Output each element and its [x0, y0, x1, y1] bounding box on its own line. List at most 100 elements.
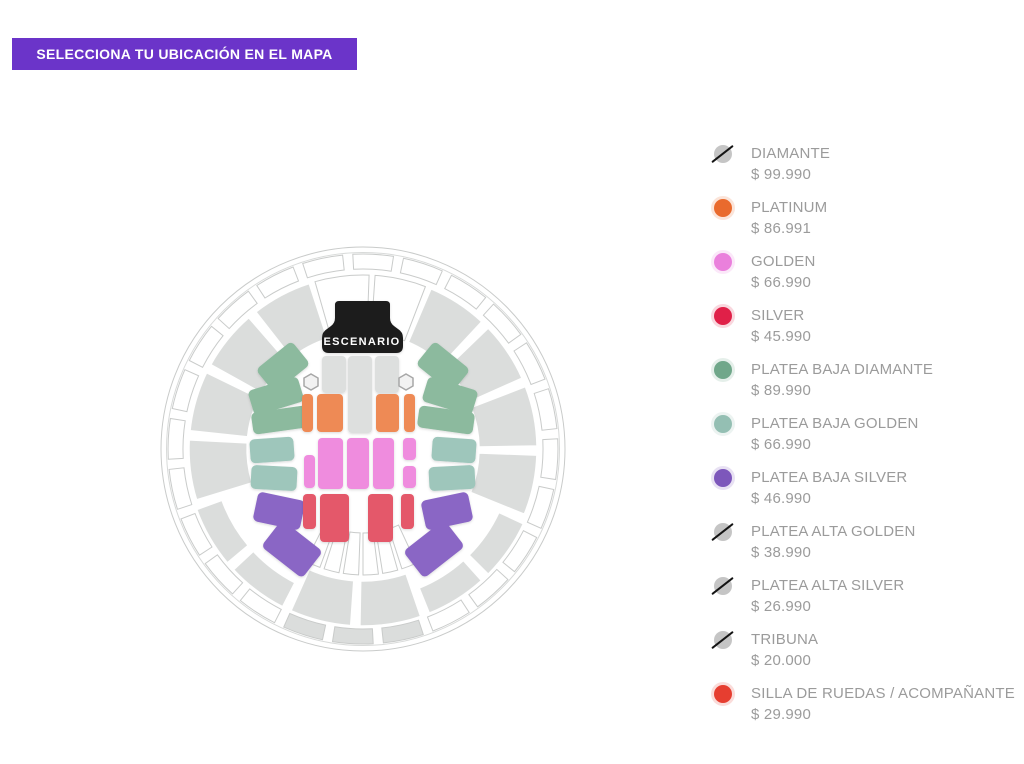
golden-2[interactable]	[318, 438, 343, 489]
tribuna-block	[167, 417, 186, 460]
tribuna-block	[188, 325, 224, 368]
platea-baja-silver-right-2[interactable]	[403, 520, 465, 579]
legend-label: PLATINUM	[751, 199, 828, 216]
platea-alta-block	[469, 452, 538, 515]
floor-sections	[302, 356, 416, 542]
platinum-1[interactable]	[302, 394, 313, 432]
platea-baja-diamante-left-3[interactable]	[251, 405, 310, 435]
tribuna-block	[283, 612, 327, 641]
legend-price: $ 29.990	[751, 706, 811, 723]
platinum-3[interactable]	[376, 394, 399, 432]
tribuna-block	[302, 254, 345, 279]
legend-item-platinum: PLATINUM $ 86.991	[714, 197, 1016, 239]
tribuna-block	[513, 342, 546, 386]
tribuna-block	[399, 257, 443, 286]
platea-alta-block	[188, 439, 253, 501]
tribuna-block	[426, 599, 470, 632]
platea-alta-block	[232, 550, 296, 608]
platea-baja-diamante-right-3[interactable]	[417, 405, 476, 435]
legend-price: $ 20.000	[751, 652, 811, 669]
legend-label: SILLA DE RUEDAS / ACOMPAÑANTE	[751, 685, 1015, 702]
platinum-2[interactable]	[317, 394, 343, 432]
tribuna-block	[381, 619, 424, 644]
legend-label: PLATEA BAJA DIAMANTE	[751, 361, 934, 378]
category-dot-icon	[714, 199, 732, 217]
platea-baja-diamante-left-2[interactable]	[247, 376, 304, 416]
legend-item-platea-baja-silver: PLATEA BAJA SILVER $ 46.990	[714, 467, 1016, 509]
platinum-4[interactable]	[404, 394, 415, 432]
silver-3[interactable]	[368, 494, 393, 542]
platea-baja-sections	[247, 341, 478, 579]
tribuna-block	[217, 290, 258, 330]
legend-label: DIAMANTE	[751, 145, 831, 162]
tower-hexagon-icon	[303, 373, 319, 391]
golden-1[interactable]	[304, 455, 315, 488]
tribuna-block	[526, 485, 555, 529]
silver-4[interactable]	[401, 494, 414, 529]
platea-baja-diamante-right-1[interactable]	[416, 341, 471, 393]
platea-baja-silver-right-1[interactable]	[420, 491, 473, 530]
platea-baja-diamante-right-2[interactable]	[421, 376, 478, 416]
golden-6[interactable]	[403, 466, 416, 488]
legend-label: PLATEA ALTA SILVER	[751, 577, 905, 594]
floor-diamante-sold-1	[322, 356, 346, 393]
legend-label: PLATEA ALTA GOLDEN	[751, 523, 916, 540]
tribuna-block	[444, 274, 487, 310]
legend-item-silla-de-ruedas: SILLA DE RUEDAS / ACOMPAÑANTE $ 29.990	[714, 683, 1016, 725]
floor-diamante-sold-2	[348, 356, 372, 433]
platea-baja-golden-left-2[interactable]	[250, 465, 298, 491]
legend-label: TRIBUNA	[751, 631, 819, 648]
sold-out-dot-icon	[714, 577, 732, 595]
silver-2[interactable]	[320, 494, 349, 542]
platea-alta-block	[195, 499, 249, 564]
platea-baja-golden-right-2[interactable]	[428, 465, 476, 491]
legend-item-platea-alta-golden: PLATEA ALTA GOLDEN $ 38.990	[714, 521, 1016, 563]
legend-item-golden: GOLDEN $ 66.990	[714, 251, 1016, 293]
tribuna-block	[204, 554, 244, 595]
legend-price: $ 66.990	[751, 436, 811, 453]
platea-alta-ring	[188, 282, 538, 627]
platea-baja-silver-left-2[interactable]	[261, 520, 323, 579]
tower-hexagon-icon	[398, 373, 414, 391]
sold-out-dot-icon	[714, 631, 732, 649]
tribuna-block	[256, 266, 300, 299]
stage-label: ESCENARIO	[323, 336, 400, 348]
golden-3[interactable]	[347, 438, 369, 489]
legend-price: $ 89.990	[751, 382, 811, 399]
legend: DIAMANTE $ 99.990 PLATINUM $ 86.991 GOLDEN $ …	[714, 143, 1016, 737]
platea-baja-golden-right-1[interactable]	[431, 436, 477, 464]
sold-out-dot-icon	[714, 523, 732, 541]
platea-alta-block	[255, 282, 328, 359]
legend-item-silver: SILVER $ 45.990	[714, 305, 1016, 347]
page-title-banner: SELECCIONA TU UBICACIÓN EN EL MAPA	[12, 38, 357, 70]
platea-alta-block	[468, 511, 525, 575]
tribuna-block	[352, 253, 395, 272]
tribuna-block	[239, 588, 282, 624]
floor-diamante-sold-3	[375, 356, 399, 393]
legend-price: $ 46.990	[751, 490, 811, 507]
category-dot-icon	[714, 415, 732, 433]
platea-baja-silver-left-1[interactable]	[252, 491, 305, 530]
arena-outer-rings	[160, 246, 566, 652]
platea-alta-block	[359, 573, 422, 627]
platea-baja-diamante-left-1[interactable]	[256, 341, 311, 393]
tribuna-block	[168, 467, 193, 510]
floor-towers	[303, 373, 414, 391]
tribuna-block	[533, 388, 558, 431]
platea-baja-golden-left-1[interactable]	[249, 436, 295, 464]
silver-1[interactable]	[303, 494, 316, 529]
golden-5[interactable]	[403, 438, 416, 460]
legend-item-diamante: DIAMANTE $ 99.990	[714, 143, 1016, 185]
legend-price: $ 86.991	[751, 220, 811, 237]
category-dot-icon	[714, 253, 732, 271]
outlined-block	[342, 531, 361, 576]
legend-item-tribuna: TRIBUNA $ 20.000	[714, 629, 1016, 671]
golden-4[interactable]	[373, 438, 394, 489]
category-dot-icon	[714, 307, 732, 325]
category-dot-icon	[714, 469, 732, 487]
tribuna-block	[171, 369, 200, 413]
arena-outer-circle	[160, 246, 566, 652]
legend-price: $ 38.990	[751, 544, 811, 561]
sold-out-dot-icon	[714, 145, 732, 163]
